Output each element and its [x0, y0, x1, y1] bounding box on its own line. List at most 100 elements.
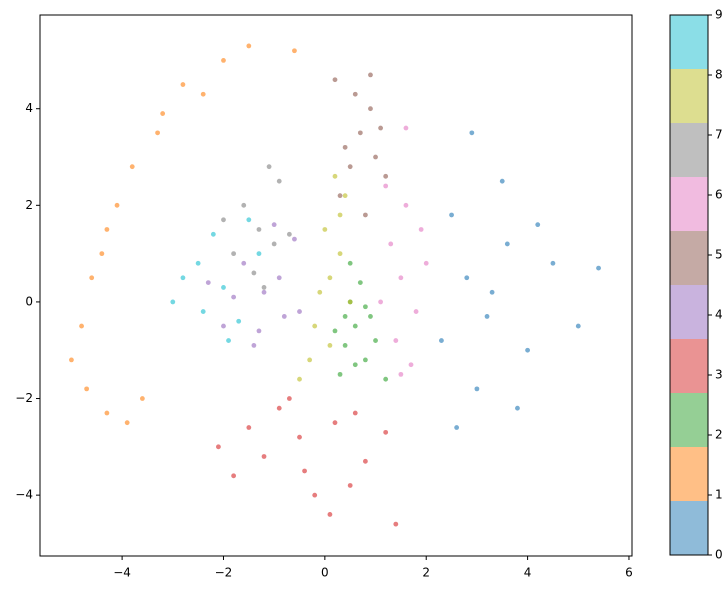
point	[368, 314, 373, 319]
point	[368, 72, 373, 78]
point	[352, 362, 358, 368]
point	[180, 82, 186, 87]
point	[499, 178, 505, 184]
colorbar-frame	[669, 14, 709, 556]
point	[79, 323, 84, 329]
point	[261, 454, 267, 459]
point	[327, 342, 333, 348]
colorbar-segment	[670, 447, 708, 501]
colorbar-tick-label: 0	[715, 548, 723, 562]
point	[408, 362, 414, 368]
point	[276, 178, 282, 184]
point	[155, 130, 160, 136]
point	[261, 285, 267, 290]
point	[342, 314, 348, 319]
point	[160, 111, 166, 116]
point	[139, 396, 145, 401]
colorbar-tick-label: 3	[715, 368, 723, 382]
point	[403, 125, 409, 131]
y-tick-label: 0	[25, 294, 33, 308]
point	[423, 260, 429, 266]
colorbar-tick-label: 7	[715, 128, 723, 142]
colorbar-segment	[670, 15, 708, 69]
point	[241, 260, 247, 266]
point	[403, 202, 409, 208]
point	[124, 420, 130, 426]
point	[221, 217, 226, 223]
point	[378, 299, 384, 305]
point	[216, 444, 221, 450]
point	[337, 251, 343, 257]
colorbar-segment	[670, 177, 708, 231]
x-tick-label: 4	[524, 566, 532, 580]
point	[489, 289, 495, 295]
point	[332, 328, 338, 334]
point	[464, 275, 470, 281]
point	[241, 202, 247, 208]
point	[504, 241, 510, 247]
point	[347, 483, 353, 488]
point	[352, 323, 358, 329]
point	[246, 425, 252, 430]
point	[312, 492, 318, 498]
point	[469, 130, 475, 136]
point	[383, 376, 389, 382]
point	[342, 193, 348, 199]
point	[413, 309, 419, 314]
colorbar-segment	[670, 339, 708, 393]
point	[596, 265, 601, 271]
point	[388, 241, 394, 247]
point	[297, 309, 302, 314]
point	[383, 429, 389, 435]
point	[398, 371, 404, 377]
point	[525, 347, 530, 353]
point	[251, 270, 257, 276]
point	[327, 275, 333, 281]
point	[170, 299, 176, 305]
point	[286, 396, 292, 401]
x-tick-label: −4	[113, 566, 131, 580]
point	[362, 304, 368, 310]
point	[362, 458, 368, 464]
point	[256, 251, 262, 257]
point	[129, 164, 135, 170]
x-tick-label: 2	[422, 566, 430, 580]
point	[210, 231, 216, 237]
point	[362, 357, 368, 363]
point	[439, 338, 444, 343]
point	[332, 173, 338, 179]
point	[454, 425, 460, 430]
point	[342, 342, 348, 348]
point	[368, 106, 373, 112]
colorbar-segment	[670, 393, 708, 447]
point	[373, 338, 378, 343]
point	[357, 130, 363, 136]
point	[575, 323, 581, 329]
point	[276, 275, 282, 281]
point	[271, 222, 277, 228]
point	[347, 260, 353, 266]
point	[347, 164, 353, 170]
point	[69, 357, 74, 363]
point	[200, 91, 206, 97]
point	[484, 314, 490, 319]
point	[226, 338, 231, 343]
point	[231, 251, 237, 257]
plot-frame	[39, 14, 633, 557]
point	[261, 289, 267, 295]
y-tick-label: −2	[15, 391, 33, 405]
point	[276, 405, 282, 411]
point	[236, 318, 242, 324]
point	[383, 173, 389, 179]
point	[281, 314, 287, 319]
point	[114, 202, 120, 208]
colorbar-segment	[670, 231, 708, 285]
point	[342, 144, 348, 150]
point	[332, 77, 338, 83]
point	[292, 48, 297, 54]
point	[337, 193, 343, 199]
point	[357, 280, 363, 286]
point	[312, 323, 318, 329]
colorbar-tick-label: 8	[715, 68, 723, 82]
y-tick-label: 4	[25, 101, 33, 115]
